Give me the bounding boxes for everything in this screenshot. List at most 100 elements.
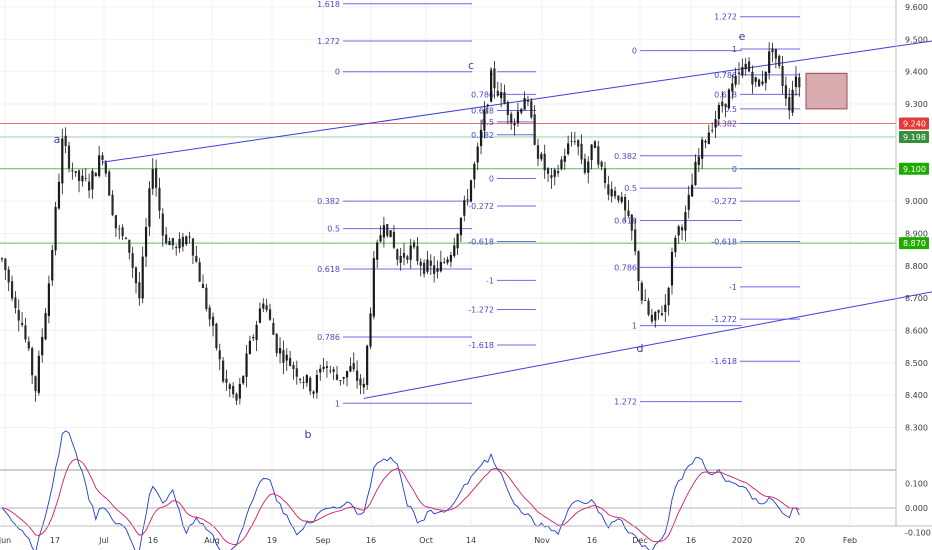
candle-body (302, 381, 305, 383)
candle-body (573, 141, 576, 143)
candle-body (680, 227, 684, 231)
candle-body (181, 236, 184, 247)
oscillator-tick-label: 0.100 (905, 480, 928, 489)
time-tick-label: Jun (0, 536, 11, 545)
channel-line[interactable] (102, 23, 932, 163)
fib-level-label: -0.272 (468, 202, 494, 211)
price-axis[interactable]: 9.6009.5009.4009.3009.2009.1009.0008.900… (905, 3, 928, 433)
candle-body (520, 109, 523, 113)
candle-body (711, 130, 714, 131)
candle-body (650, 314, 653, 322)
fib-level-label: 1.272 (714, 13, 737, 22)
fib-level-label: -1.618 (468, 341, 494, 350)
candle-body (647, 300, 650, 315)
candle-body (155, 168, 158, 188)
candle-body (774, 49, 777, 59)
candle-body (577, 140, 580, 147)
candle-body (41, 336, 44, 356)
candle-body (188, 236, 191, 238)
oscillator-tick-label: -0.100 (905, 529, 931, 538)
time-axis[interactable]: Jun 17 Jul 16 Aug 19 Sep 16 Oct 14 Nov 16 Dec 16 2020 2… (0, 536, 857, 545)
candle-body (503, 92, 506, 104)
candle-body (376, 242, 379, 260)
candle-body (389, 230, 392, 238)
candle-body (268, 309, 272, 320)
candle-body (476, 146, 479, 163)
candle-body (607, 184, 610, 195)
candle-body (339, 380, 342, 381)
candle-body (546, 168, 550, 174)
price-tag-label: 9.240 (903, 119, 926, 128)
oscillator-axis[interactable]: 0.100 0.000 -0.100 (905, 480, 931, 538)
candle-body (278, 347, 282, 354)
candle-body (222, 360, 225, 382)
candle-body (694, 161, 697, 186)
time-tick-label: 16 (148, 536, 158, 545)
candle-body (590, 144, 593, 161)
candle-body (144, 226, 148, 257)
candle-body (516, 111, 519, 123)
candlesticks (0, 42, 801, 406)
candle-body (372, 258, 375, 317)
candle-body (674, 237, 677, 253)
candle-body (215, 323, 218, 349)
candle-body (771, 48, 774, 53)
time-tick-label: 19 (267, 536, 277, 545)
fib-level-label: 0 (732, 165, 737, 174)
candle-body (335, 374, 339, 380)
candle-body (158, 187, 161, 211)
candle-body (205, 287, 208, 310)
candle-body (684, 212, 687, 231)
time-tick-label: 14 (466, 536, 476, 545)
candle-body (0, 258, 4, 260)
candle-body (640, 282, 643, 301)
channel-lines (102, 23, 932, 399)
candle-body (429, 260, 432, 266)
candle-body (138, 282, 141, 299)
candle-body (7, 269, 10, 283)
candle-body (299, 379, 302, 380)
fib-level-label: -1.272 (711, 315, 737, 324)
candle-body (332, 369, 335, 372)
candle-body (315, 374, 318, 393)
candle-body (557, 171, 560, 173)
price-tag (899, 237, 929, 250)
fib-level-label: 1 (732, 45, 737, 54)
price-tick-label: 8.300 (905, 424, 928, 433)
candle-body (128, 239, 131, 253)
wave-labels: a b c d e (54, 30, 746, 441)
fib-level-label: 0.786 (317, 333, 340, 342)
candle-body (409, 245, 412, 260)
candle-body (433, 265, 436, 274)
target-zone-box (805, 72, 848, 110)
candle-body (439, 261, 442, 272)
candle-body (322, 366, 325, 369)
price-tick-label: 8.400 (905, 391, 928, 400)
candle-body (24, 325, 27, 340)
candle-body (289, 357, 292, 366)
price-tag-label: 8.870 (903, 239, 926, 248)
time-tick-label: Dec (632, 536, 647, 545)
candle-body (744, 63, 747, 70)
candle-body (550, 175, 553, 178)
channel-line[interactable] (363, 269, 932, 399)
candle-body (600, 161, 603, 167)
candle-body (768, 51, 771, 74)
candle-body (275, 333, 278, 354)
candle-body (540, 153, 543, 160)
wave-label-d: d (637, 342, 644, 355)
candle-body (342, 377, 345, 379)
candle-body (781, 65, 784, 87)
candle-body (654, 312, 657, 321)
candle-body (463, 200, 466, 216)
candle-body (490, 70, 493, 102)
candle-body (419, 261, 422, 266)
candle-body (506, 101, 509, 115)
candle-body (634, 229, 637, 252)
candle-body (553, 169, 556, 177)
candle-body (61, 138, 64, 184)
candle-body (262, 303, 265, 309)
candle-body (406, 256, 409, 260)
candle-body (751, 71, 754, 85)
